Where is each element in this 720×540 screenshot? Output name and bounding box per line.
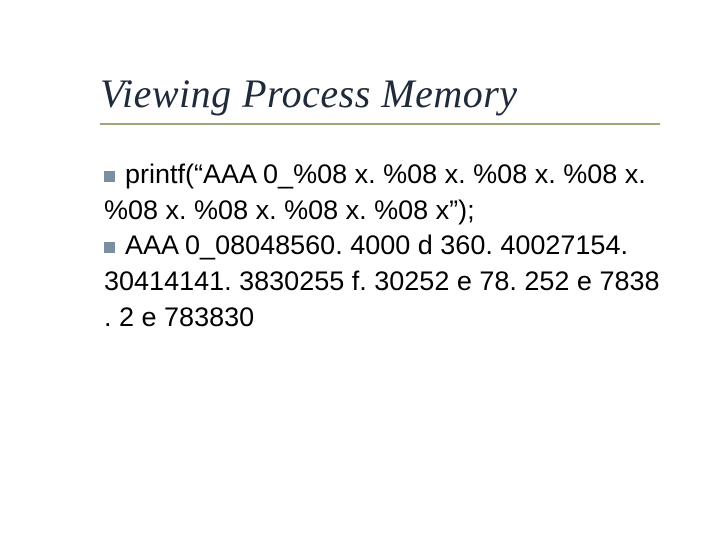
- square-bullet-icon: [104, 171, 115, 182]
- body-line: . 2 e 783830: [104, 300, 660, 336]
- body-line-text: %08 x. %08 x. %08 x. %08 x”);: [104, 195, 475, 225]
- body-line-text: . 2 e 783830: [104, 302, 254, 332]
- body-line: AAA 0_08048560. 4000 d 360. 40027154.: [104, 228, 660, 264]
- square-bullet-icon: [104, 242, 115, 253]
- slide: Viewing Process Memory printf(“AAA 0_%08…: [0, 0, 720, 540]
- body-line: printf(“AAA 0_%08 x. %08 x. %08 x. %08 x…: [104, 157, 660, 193]
- body-line-text: printf(“AAA 0_%08 x. %08 x. %08 x. %08 x…: [125, 159, 646, 189]
- slide-title: Viewing Process Memory: [100, 70, 660, 117]
- body-line: %08 x. %08 x. %08 x. %08 x”);: [104, 193, 660, 229]
- slide-body: printf(“AAA 0_%08 x. %08 x. %08 x. %08 x…: [100, 157, 660, 335]
- title-underline: Viewing Process Memory: [100, 70, 660, 125]
- body-line: 30414141. 3830255 f. 30252 e 78. 252 e 7…: [104, 264, 660, 300]
- body-line-text: 30414141. 3830255 f. 30252 e 78. 252 e 7…: [104, 266, 660, 296]
- body-line-text: AAA 0_08048560. 4000 d 360. 40027154.: [125, 230, 628, 260]
